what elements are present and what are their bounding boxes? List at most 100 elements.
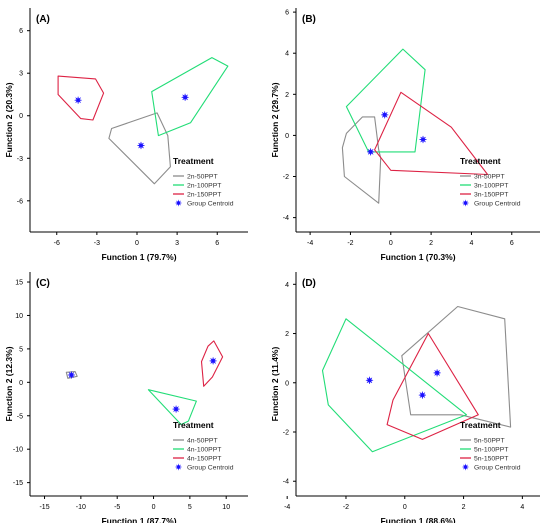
group-centroid-marker [432, 368, 442, 378]
legend: Treatment 2n-50PPT 2n-100PPT 2n-150PPT Group… [173, 156, 234, 208]
group-centroid-marker [366, 147, 375, 157]
y-tick-label: -2 [283, 430, 289, 437]
y-tick-label: 4 [285, 51, 289, 58]
group-centroid-marker [418, 135, 428, 144]
legend-entry: 2n-100PPT [187, 183, 221, 190]
group-centroid-marker [67, 370, 76, 380]
legend-centroid-icon [461, 463, 470, 471]
y-tick-label: -10 [13, 447, 23, 454]
legend: Treatment 5n-50PPT 5n-100PPT 5n-150PPT Group… [460, 420, 521, 472]
x-tick-label: 2 [462, 504, 466, 511]
x-tick-label: 5 [188, 504, 192, 511]
legend-entry: 5n-100PPT [474, 447, 508, 454]
x-axis-label: Function 1 (79.7%) [101, 252, 176, 262]
legend-entry: 3n-50PPT [474, 174, 505, 181]
legend-entry: Group Centroid [187, 201, 234, 208]
hull-5n-100PPT [321, 318, 468, 453]
hull-2n-50PPT [108, 112, 171, 185]
group-centroid-marker [74, 96, 82, 104]
y-tick-label: 0 [285, 380, 289, 387]
x-tick-label: -4 [307, 240, 313, 247]
legend-entry: 3n-150PPT [474, 192, 508, 199]
x-tick-label: 3 [175, 240, 179, 247]
legend: Treatment 4n-50PPT 4n-100PPT 4n-150PPT Group… [173, 420, 234, 472]
chart-panel-4: -4 -2 0 2 4 4 2 0 -2 -4 Function 1 (88.6%) Function… [270, 272, 540, 523]
y-tick-label: 4 [285, 282, 289, 289]
hull-5n-50PPT [401, 305, 512, 428]
legend-entry: 5n-150PPT [474, 456, 508, 463]
x-tick-label: -10 [76, 504, 86, 511]
panel-label: (A) [36, 14, 50, 25]
legend-entry: Group Centroid [474, 201, 521, 208]
y-tick-label: -4 [283, 479, 289, 486]
legend-entry: 4n-150PPT [187, 456, 221, 463]
legend-centroid-icon [174, 199, 183, 207]
y-tick-label: 0 [285, 133, 289, 140]
x-tick-label: 0 [403, 504, 407, 511]
group-centroid-marker [172, 405, 180, 413]
hull-4n-100PPT [147, 389, 197, 426]
legend-entry: 5n-50PPT [474, 438, 505, 445]
legend-entry: 3n-100PPT [474, 183, 508, 190]
hull-5n-150PPT [386, 332, 479, 440]
legend-entry: 2n-50PPT [187, 174, 218, 181]
x-axis-label: Function 1 (70.3%) [380, 252, 455, 262]
y-tick-label: 2 [285, 331, 289, 338]
y-axis-label: Function 2 (11.4%) [270, 347, 280, 422]
legend-entry: 4n-50PPT [187, 438, 218, 445]
legend-entry: 4n-100PPT [187, 447, 221, 454]
x-tick-label: -15 [39, 504, 49, 511]
y-tick-label: -2 [283, 174, 289, 181]
y-tick-label: -15 [13, 480, 23, 487]
y-tick-label: 2 [285, 92, 289, 99]
chart-panel-1: -6 -3 0 3 6 6 3 0 -3 -6 Function 1 (79.7%) Function… [4, 8, 248, 262]
legend-title: Treatment [173, 156, 214, 166]
y-tick-label: 3 [19, 71, 23, 78]
y-tick-label: -4 [283, 215, 289, 222]
x-tick-label: -2 [347, 240, 353, 247]
chart-panel-3: -15 -10 -5 0 5 10 15 10 5 0 -5 -10 -15 Function 1 (87… [4, 272, 248, 523]
x-tick-label: 6 [215, 240, 219, 247]
x-tick-label: 0 [135, 240, 139, 247]
x-tick-label: 0 [389, 240, 393, 247]
panel-label: (D) [302, 278, 316, 289]
hull-4n-50PPT [65, 371, 78, 379]
hull-3n-150PPT [374, 91, 489, 176]
panel-label: (B) [302, 14, 316, 25]
group-centroid-marker [381, 111, 389, 119]
x-tick-label: 4 [520, 504, 524, 511]
x-tick-label: 0 [152, 504, 156, 511]
panel-label: (C) [36, 278, 50, 289]
y-tick-label: 0 [19, 113, 23, 120]
x-tick-label: -2 [343, 504, 349, 511]
group-centroid-marker [209, 356, 217, 366]
legend-title: Treatment [173, 420, 214, 430]
x-tick-label: 2 [429, 240, 433, 247]
y-axis-label: Function 2 (12.3%) [4, 346, 14, 421]
hull-2n-150PPT [57, 75, 105, 121]
legend-centroid-icon [461, 199, 470, 207]
group-centroid-marker [136, 141, 146, 150]
legend-entry: Group Centroid [474, 465, 521, 472]
y-tick-label: -6 [17, 198, 23, 205]
hull-2n-100PPT [151, 57, 229, 137]
legend: Treatment 3n-50PPT 3n-100PPT 3n-150PPT Group… [460, 156, 521, 208]
x-tick-label: -6 [54, 240, 60, 247]
legend-entry: Group Centroid [187, 465, 234, 472]
group-centroid-marker [365, 375, 374, 385]
legend-entry: 2n-150PPT [187, 192, 221, 199]
x-tick-label: -3 [94, 240, 100, 247]
x-axis-label: Function 1 (88.6%) [380, 516, 455, 523]
x-tick-label: -4 [284, 504, 290, 511]
y-tick-label: -5 [17, 413, 23, 420]
x-tick-label: 10 [222, 504, 230, 511]
y-tick-label: 6 [19, 28, 23, 35]
hull-3n-50PPT [341, 116, 382, 204]
legend-title: Treatment [460, 420, 501, 430]
y-tick-label: 6 [285, 10, 289, 17]
x-tick-label: 4 [469, 240, 473, 247]
x-axis-label: Function 1 (87.7%) [101, 516, 176, 523]
group-centroid-marker [418, 390, 427, 400]
hull-4n-150PPT [200, 340, 224, 387]
